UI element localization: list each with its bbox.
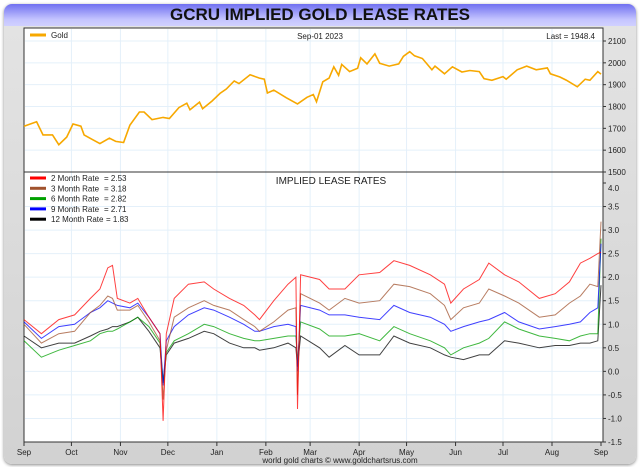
gold-y-tick-label: 1800	[608, 103, 626, 112]
lease-y-tick-label: -0.5	[608, 391, 622, 400]
lease-y-tick-label: 3.0	[608, 226, 620, 235]
x-tick-label: Dec	[161, 448, 175, 457]
x-tick-label: Jul	[498, 448, 508, 457]
gold-y-tick-label: 1600	[608, 146, 626, 155]
legend-label: 12 Month Rate	[51, 215, 104, 224]
x-tick-label: Aug	[545, 448, 559, 457]
series-group	[23, 50, 602, 421]
gold-price-line	[23, 50, 602, 146]
last-price-label: Last = 1948.4	[546, 32, 595, 41]
x-tick-label: Sep	[17, 448, 32, 457]
lease-y-tick-label: 0.0	[608, 367, 620, 376]
legend-value: = 2.71	[104, 205, 127, 214]
legend-value: = 1.83	[106, 215, 129, 224]
lease-rate-line-3	[23, 238, 602, 381]
legend-value: = 2.53	[104, 174, 127, 183]
x-tick-label: Apr	[353, 448, 366, 457]
lease-y-tick-label: -1.0	[608, 414, 622, 423]
date-label: Sep-01 2023	[297, 32, 343, 41]
x-tick-label: Jun	[449, 448, 462, 457]
legend-value: = 3.18	[104, 184, 127, 193]
legend-label-gold: Gold	[51, 31, 68, 40]
footer-credit: world gold charts © www.goldchartsrus.co…	[261, 456, 418, 465]
lease-y-tick-label: 4.0	[608, 184, 620, 193]
lease-y-tick-label: 0.5	[608, 344, 620, 353]
lease-rate-line-5	[23, 285, 602, 384]
lease-rate-line-2	[23, 221, 602, 400]
gold-y-tick-label: 1900	[608, 81, 626, 90]
x-tick-label: Mar	[303, 448, 317, 457]
legend-label: 3 Month Rate	[51, 184, 100, 193]
plot-area	[23, 27, 604, 443]
lease-y-tick-label: 3.5	[608, 203, 620, 212]
title-bar: GCRU IMPLIED GOLD LEASE RATES	[4, 4, 636, 26]
lease-y-tick-label: 1.0	[608, 320, 620, 329]
lease-rate-line-4	[23, 243, 602, 386]
x-tick-label: Sep	[594, 448, 609, 457]
axes: Sep Oct Nov Dec Jan Feb Mar Apr May Jun Jul Aug Sep 1…	[17, 28, 626, 457]
lease-y-tick-label: -1.5	[608, 438, 622, 447]
legend-label: 6 Month Rate	[51, 195, 100, 204]
grid	[25, 29, 602, 441]
lease-rate-line-1	[23, 251, 602, 421]
gold-y-tick-label: 2000	[608, 59, 626, 68]
chart-title: GCRU IMPLIED GOLD LEASE RATES	[169, 5, 471, 24]
x-tick-label: Oct	[65, 448, 78, 457]
legend-value: = 2.82	[104, 195, 127, 204]
lease-y-tick-label: 2.5	[608, 250, 620, 259]
gold-y-tick-label: 1500	[608, 168, 626, 177]
x-tick-label: May	[399, 448, 414, 457]
legends: Gold 2 Month Rate = 2.53 3 Month Rate = 3.18…	[30, 31, 129, 224]
x-tick-label: Feb	[259, 448, 273, 457]
legend-label: 9 Month Rate	[51, 205, 100, 214]
gold-y-tick-label: 2100	[608, 37, 626, 46]
x-tick-label: Jan	[210, 448, 223, 457]
legend-label: 2 Month Rate	[51, 174, 100, 183]
x-tick-label: Nov	[113, 448, 127, 457]
lease-panel-title: IMPLIED LEASE RATES	[276, 176, 387, 187]
lease-y-tick-label: 2.0	[608, 273, 620, 282]
lease-y-tick-label: 1.5	[608, 297, 620, 306]
gold-y-tick-label: 1700	[608, 124, 626, 133]
